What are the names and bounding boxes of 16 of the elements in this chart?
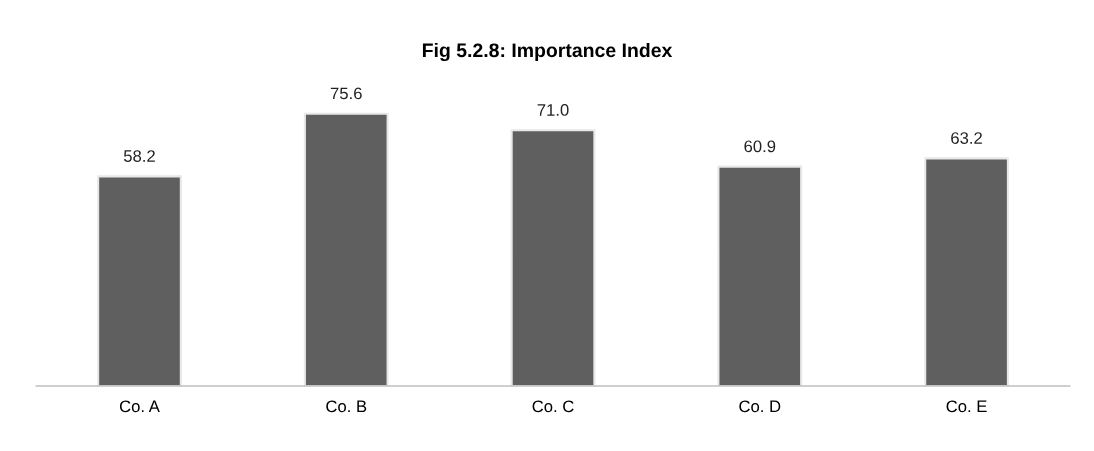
bar	[924, 157, 1009, 387]
data-label: 63.2	[951, 132, 982, 144]
data-label: 60.9	[744, 140, 776, 153]
bar	[303, 112, 389, 387]
data-label: 71.0	[537, 104, 569, 116]
x-tick-label: Co. D	[739, 400, 781, 413]
bar	[97, 175, 182, 387]
x-tick-label: Co. A	[119, 400, 160, 413]
bar	[717, 165, 803, 387]
x-tick-label: Co. B	[326, 400, 367, 413]
bar	[510, 129, 596, 387]
data-label: 75.6	[330, 87, 362, 100]
data-label: 58.2	[123, 150, 155, 162]
x-tick-label: Co. C	[532, 400, 574, 413]
chart-title: Fig 5.2.8: Importance Index	[422, 42, 673, 62]
x-tick-label: Co. E	[946, 400, 987, 413]
